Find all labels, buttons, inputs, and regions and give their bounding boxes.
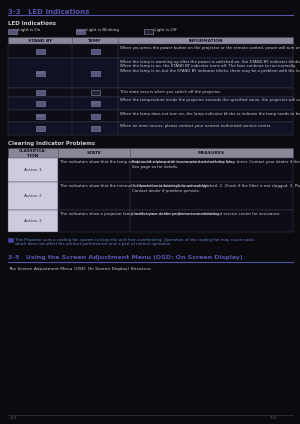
Text: When an error occurs, please contact your nearest authorized service center.: When an error occurs, please contact you… [120, 123, 272, 128]
Text: STATE: STATE [87, 151, 101, 154]
Text: MEASURES: MEASURES [198, 151, 225, 154]
Text: TEMP: TEMP [88, 39, 102, 42]
Bar [58, 210, 293, 232]
Bar [8, 182, 58, 210]
Text: The indicators show a projector lamp malfunction or the projector is overheating: The indicators show a projector lamp mal… [60, 212, 220, 216]
Bar [8, 122, 293, 135]
Text: Clearing Indicator Problems: Clearing Indicator Problems [8, 141, 95, 146]
Bar [8, 158, 58, 182]
Bar [8, 88, 293, 97]
Text: 3-3: 3-3 [10, 416, 17, 420]
Bar [91, 114, 100, 118]
Text: Action 2: Action 2 [24, 194, 42, 198]
Bar [35, 126, 44, 131]
Text: INFORMATION: INFORMATION [188, 39, 223, 42]
Bar [76, 28, 85, 33]
Bar [8, 238, 13, 242]
Bar [8, 58, 293, 88]
Bar [8, 44, 293, 58]
Text: Replace the lamp with a new one and reset the lamp timer. Contact your dealer if: Replace the lamp with a new one and rese… [132, 160, 300, 169]
Bar [8, 148, 293, 158]
Text: Action 1: Action 1 [24, 168, 42, 172]
Text: This state occurs when you switch off the projector.: This state occurs when you switch off th… [120, 89, 221, 94]
Text: 3-5   Using the Screen Adjustment Menu (OSD: On Screen Display): 3-5 Using the Screen Adjustment Menu (OS… [8, 255, 243, 260]
Bar [8, 37, 293, 44]
Bar [58, 182, 293, 210]
Text: Contact your dealer or the nearest authorized service center for assistance.: Contact your dealer or the nearest autho… [132, 212, 280, 216]
Text: CLASSIFICA-
TION: CLASSIFICA- TION [19, 149, 47, 158]
Text: When you press the power button on the projector or the remote control, power wi: When you press the power button on the p… [120, 45, 300, 50]
Text: The indicators show that the lamp needs to be replaced or has reached end of lam: The indicators show that the lamp needs … [60, 160, 233, 164]
Text: STAND BY: STAND BY [28, 39, 52, 42]
Text: :Light is On: :Light is On [17, 28, 40, 33]
Text: 3-5: 3-5 [270, 416, 277, 420]
Bar [91, 70, 100, 75]
Bar [35, 101, 44, 106]
Text: This Projector uses a cooling fan system to keep the unit from overheating. Oper: This Projector uses a cooling fan system… [15, 237, 255, 246]
Bar [91, 90, 100, 95]
Text: :Light is Off: :Light is Off [153, 28, 177, 33]
Bar [35, 90, 44, 95]
Text: LED Indications: LED Indications [8, 21, 56, 26]
Text: When the temperature inside the projector exceeds the specified value, the proje: When the temperature inside the projecto… [120, 98, 300, 103]
Bar [143, 28, 152, 33]
Text: Action 3: Action 3 [24, 219, 42, 223]
Bar [91, 126, 100, 131]
Text: The indicators show that the internal temperature is too high (overheating).: The indicators show that the internal te… [60, 184, 209, 188]
Text: When the lamp is warming up after the power is switched on, the STAND BY indicat: When the lamp is warming up after the po… [120, 59, 300, 73]
Text: :Light is Blinking: :Light is Blinking [85, 28, 119, 33]
Text: The Screen Adjustment Menu (OSD: On Screen Display) Structure: The Screen Adjustment Menu (OSD: On Scre… [8, 267, 151, 271]
Bar [58, 158, 293, 182]
Bar [35, 70, 44, 75]
Bar [8, 210, 58, 232]
Bar [91, 101, 100, 106]
Bar [35, 48, 44, 53]
Text: When the lamp does not turn on, the lamp indicator blinks to indicate the lamp n: When the lamp does not turn on, the lamp… [120, 112, 300, 115]
Bar [8, 97, 293, 110]
Text: 1. Check if ventilation slots are not blocked. 2. Check if the filter is not clo: 1. Check if ventilation slots are not bl… [132, 184, 300, 193]
Bar [8, 28, 16, 33]
Bar [8, 110, 293, 122]
Bar [91, 48, 100, 53]
Bar [35, 114, 44, 118]
Text: 3-3   LED Indications: 3-3 LED Indications [8, 9, 89, 15]
